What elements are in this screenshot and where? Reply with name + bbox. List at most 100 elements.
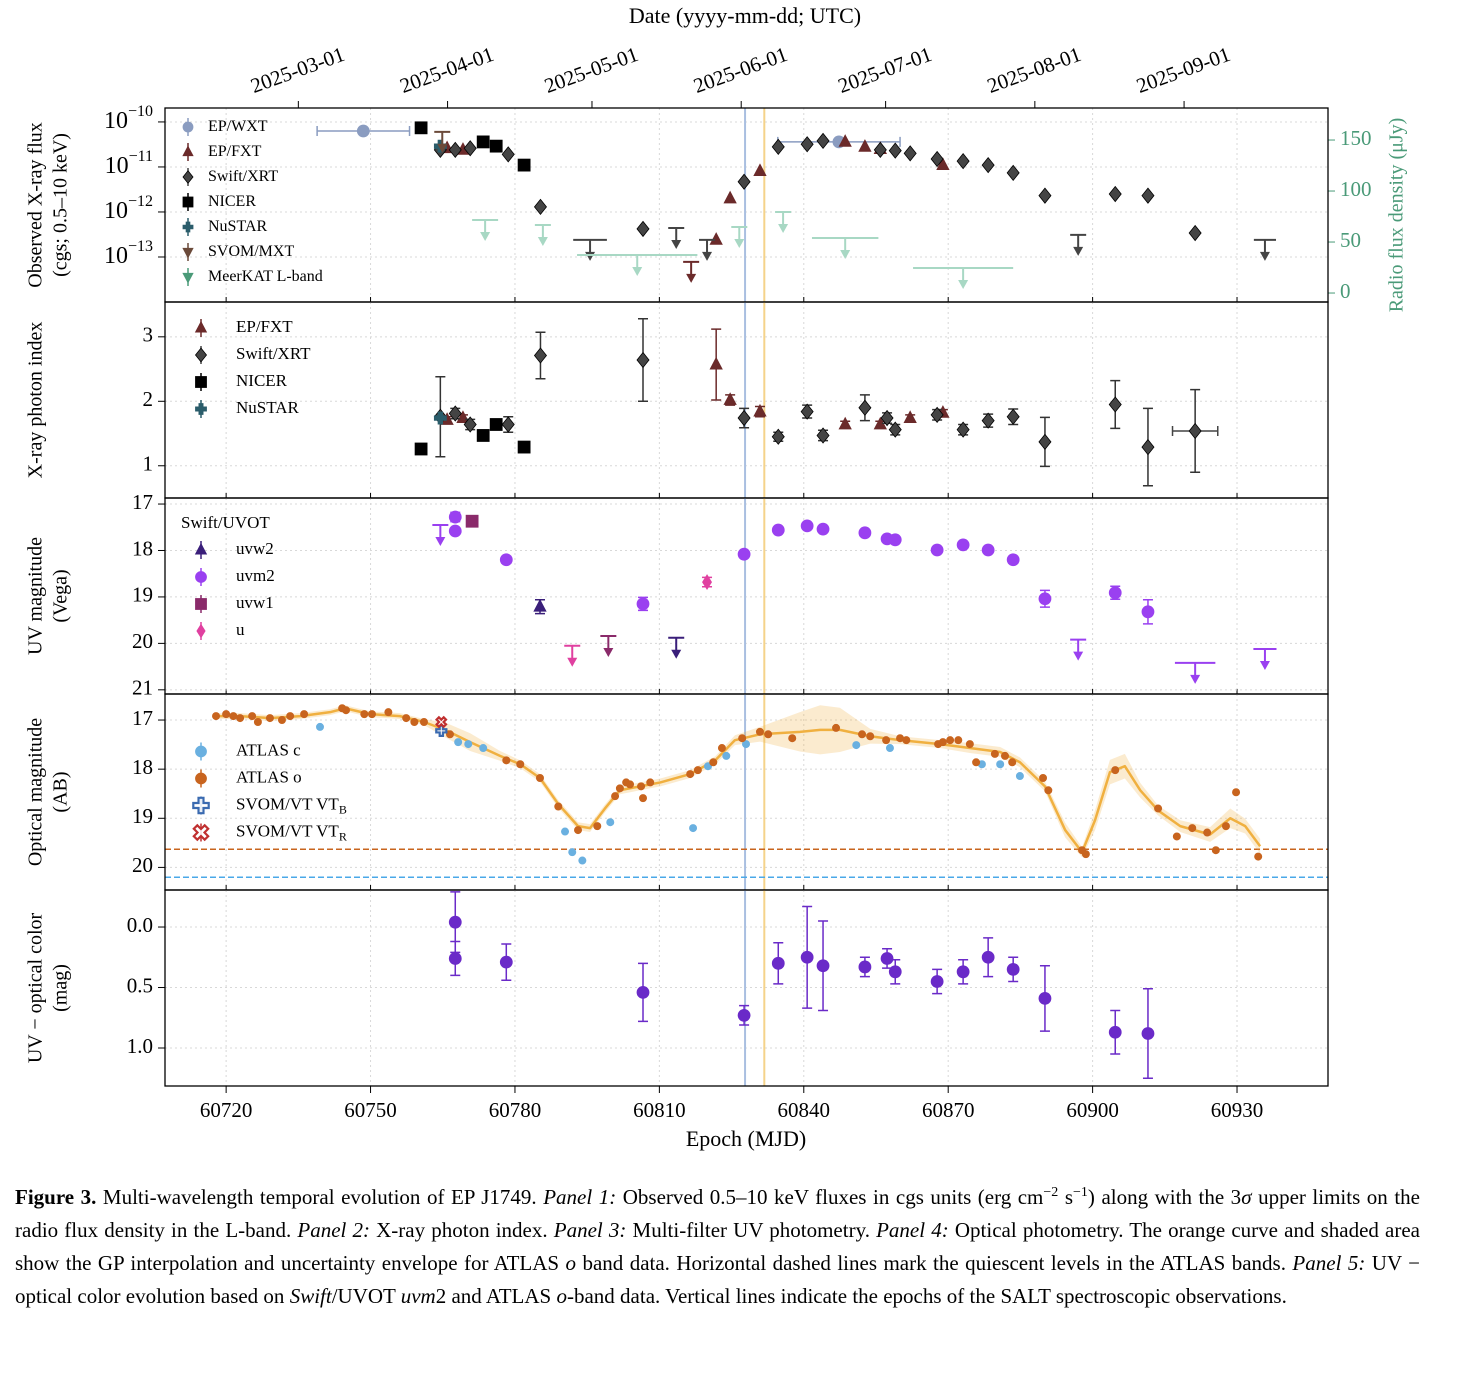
ul-head xyxy=(437,143,448,153)
legend-marker xyxy=(194,542,208,555)
data-point xyxy=(626,780,635,789)
legend-marker xyxy=(195,772,207,785)
data-point xyxy=(858,139,872,152)
data-point xyxy=(693,766,702,775)
data-point xyxy=(1141,1027,1155,1040)
ul-head xyxy=(1073,651,1084,661)
data-point xyxy=(341,706,350,715)
legend-title: Swift/UVOT xyxy=(181,513,270,532)
data-point xyxy=(858,960,872,974)
data-point xyxy=(606,818,615,827)
caption-text: Panel 4: xyxy=(876,1218,949,1242)
data-point xyxy=(852,741,861,750)
y-tick-label: 17 xyxy=(132,490,153,514)
y-axis-label: Observed X-ray flux xyxy=(25,122,47,288)
data-point xyxy=(637,782,646,791)
legend-name: SVOM/MXT xyxy=(208,243,294,260)
caption-text: Observed 0.5–10 keV fluxes in cgs units … xyxy=(616,1185,1044,1209)
data-point xyxy=(253,718,262,727)
tick-exponent: −13 xyxy=(128,238,153,255)
legend-name: SVOM/VT VT xyxy=(236,794,339,813)
data-point xyxy=(737,1008,751,1022)
ul-head xyxy=(480,231,491,241)
legend-label: SVOM/VT VTR xyxy=(236,821,347,843)
data-point xyxy=(574,826,583,835)
upper-limit xyxy=(434,130,451,153)
data-point xyxy=(723,392,737,405)
tick-base: 10 xyxy=(104,242,128,268)
panel-frame xyxy=(164,889,1329,1087)
data-point xyxy=(1254,852,1263,861)
legend-marker xyxy=(182,121,194,133)
caption-text: UV − optical color evolution based on xyxy=(15,1251,1421,1308)
gp-band xyxy=(216,705,1261,858)
data-point xyxy=(882,736,891,745)
upper-limit xyxy=(432,523,449,546)
data-point xyxy=(402,714,411,723)
y2-axis-label: Radio flux density (μJy) xyxy=(1386,118,1408,313)
legend-label: NuSTAR xyxy=(208,218,268,235)
data-point xyxy=(954,736,963,745)
data-point xyxy=(1141,605,1155,619)
data-point xyxy=(858,730,867,739)
gp-line xyxy=(216,706,1262,854)
data-point xyxy=(930,543,944,557)
data-point xyxy=(465,514,479,528)
tick-exponent: −12 xyxy=(128,193,153,210)
y-axis-label: (AB) xyxy=(50,771,72,812)
data-point xyxy=(533,598,547,612)
data-point xyxy=(615,784,624,793)
x2-tick-label: 2025-08-01 xyxy=(984,42,1084,98)
data-point xyxy=(930,406,944,423)
data-point xyxy=(930,975,944,988)
data-point xyxy=(445,730,454,739)
data-point xyxy=(554,802,563,811)
data-point xyxy=(873,141,887,158)
legend-label: ATLAS c xyxy=(236,740,301,759)
data-point xyxy=(502,756,511,765)
data-point xyxy=(435,724,448,737)
data-point xyxy=(938,738,947,747)
y-axis-label: X-ray photon index xyxy=(25,322,47,479)
data-point xyxy=(646,778,655,787)
upper-limit xyxy=(600,634,617,657)
ul-head xyxy=(778,224,789,234)
data-point xyxy=(1111,766,1120,775)
caption-text: −1 xyxy=(1073,1185,1088,1200)
legend-label: uvw2 xyxy=(236,539,274,558)
caption-text: X-ray photon index. xyxy=(370,1218,554,1242)
legend-name: EP/WXT xyxy=(208,118,268,135)
data-point xyxy=(568,848,577,857)
y-axis-label: Optical magnitude xyxy=(25,718,47,866)
data-point xyxy=(722,751,731,760)
data-point xyxy=(816,522,830,536)
data-point xyxy=(367,710,376,719)
legend-marker xyxy=(195,376,207,388)
data-point xyxy=(1108,185,1122,203)
data-point xyxy=(858,399,872,416)
upper-limit xyxy=(1070,233,1087,256)
legend-name: uvw2 xyxy=(236,539,274,558)
legend-name: NuSTAR xyxy=(208,218,268,235)
ul-head xyxy=(585,251,596,261)
data-point xyxy=(737,409,751,427)
legend-marker xyxy=(182,221,194,233)
panel-frame xyxy=(164,301,1329,499)
data-point xyxy=(888,142,902,159)
x-tick-label: 60840 xyxy=(778,1098,831,1122)
ul-head xyxy=(671,649,682,659)
data-point xyxy=(788,734,797,743)
data-point xyxy=(593,822,602,831)
data-point xyxy=(689,824,698,833)
upper-limit xyxy=(573,238,607,261)
data-point xyxy=(1008,758,1017,767)
data-point xyxy=(476,135,490,149)
data-point xyxy=(1154,804,1163,813)
data-point xyxy=(737,173,751,190)
legend-name: EP/FXT xyxy=(208,143,262,160)
legend-name: SVOM/VT VT xyxy=(236,821,339,840)
data-point xyxy=(764,730,773,739)
data-point xyxy=(300,710,309,719)
